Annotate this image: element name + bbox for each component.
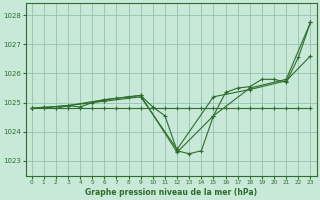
X-axis label: Graphe pression niveau de la mer (hPa): Graphe pression niveau de la mer (hPa) xyxy=(85,188,257,197)
